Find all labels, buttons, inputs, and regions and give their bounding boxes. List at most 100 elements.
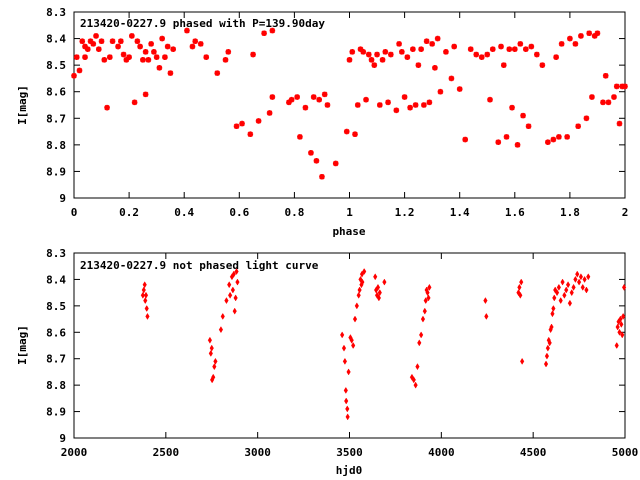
x-tick-label: 0.4: [174, 206, 194, 219]
data-point: [95, 46, 102, 52]
data-point: [208, 349, 213, 357]
data-point: [576, 278, 582, 286]
data-point: [407, 104, 413, 111]
data-point: [534, 51, 540, 58]
data-point: [388, 51, 394, 58]
data-point: [341, 344, 347, 352]
data-point: [342, 357, 347, 365]
y-tick-label: 8.6: [46, 86, 66, 99]
data-point: [354, 102, 361, 108]
x-tick-label: 1.4: [450, 206, 470, 219]
y-tick-label: 8.9: [46, 165, 66, 178]
data-point: [239, 120, 245, 127]
data-point: [203, 54, 210, 60]
data-point: [404, 54, 411, 60]
data-point: [379, 57, 386, 63]
data-point: [564, 286, 569, 294]
data-point: [73, 54, 80, 60]
data-point: [143, 291, 149, 299]
data-point: [600, 99, 606, 106]
data-point: [362, 268, 367, 275]
data-point: [255, 118, 262, 124]
x-axis-label: hjd0: [336, 464, 363, 477]
data-point: [429, 41, 435, 47]
data-point: [520, 112, 526, 119]
y-tick-label: 8.3: [46, 247, 66, 260]
data-point: [266, 110, 273, 116]
data-point: [567, 299, 572, 307]
data-point: [478, 54, 485, 60]
data-point: [297, 134, 303, 140]
data-point: [443, 49, 449, 55]
y-tick-label: 8.4: [46, 33, 66, 46]
data-point: [145, 312, 150, 320]
data-point: [567, 35, 573, 42]
data-point: [544, 352, 550, 360]
data-point: [184, 27, 190, 34]
data-point: [528, 43, 535, 50]
data-point: [419, 331, 424, 339]
data-point: [162, 54, 168, 60]
y-tick-label: 8.4: [46, 273, 66, 286]
x-tick-label: 0.2: [119, 206, 139, 219]
data-point: [550, 310, 555, 318]
data-point: [153, 54, 160, 60]
data-point: [551, 305, 556, 312]
data-point: [269, 94, 276, 100]
x-tick-label: 1: [346, 206, 353, 219]
data-point: [71, 72, 77, 79]
x-tick-label: 0.8: [284, 206, 304, 219]
data-point: [412, 102, 419, 108]
data-point: [351, 342, 356, 349]
data-point: [357, 46, 364, 52]
data-point: [564, 134, 570, 140]
data-point: [583, 115, 590, 122]
data-point: [620, 331, 625, 339]
data-point: [413, 381, 418, 389]
data-point: [340, 331, 345, 339]
data-point: [396, 41, 402, 47]
data-point: [586, 30, 592, 37]
data-point: [118, 38, 124, 45]
data-point: [519, 278, 524, 286]
data-point: [514, 142, 521, 148]
y-tick-label: 8.8: [46, 139, 66, 152]
data-point: [346, 368, 351, 376]
data-point: [483, 297, 488, 305]
data-point: [410, 46, 416, 52]
data-point: [286, 99, 292, 106]
chart-title: 213420-0227.9 phased with P=139.90day: [80, 17, 325, 30]
data-point: [549, 323, 554, 331]
data-point: [224, 297, 229, 305]
data-point: [84, 46, 91, 52]
data-point: [365, 51, 372, 58]
chart-title: 213420-0227.9 not phased light curve: [80, 259, 319, 272]
data-point: [467, 46, 474, 52]
data-point: [354, 302, 359, 310]
data-point: [352, 131, 358, 138]
data-point: [411, 376, 416, 384]
chart-phased: 0 0.2 0.4 0.6 0.8 1 1.2 1.4 1.6 1.8 2 8.3 8.4 8.5 8.6 8…: [16, 6, 628, 238]
data-point: [421, 102, 427, 108]
data-point: [345, 413, 350, 421]
y-tick-label: 8.8: [46, 379, 66, 392]
data-point: [156, 65, 163, 71]
data-point: [602, 72, 609, 79]
x-tick-label: 1.8: [560, 206, 580, 219]
data-point: [131, 99, 138, 106]
data-point: [399, 49, 405, 55]
data-point: [580, 283, 585, 291]
data-point: [120, 51, 127, 58]
y-axis-label: I[mag]: [16, 325, 29, 365]
data-point: [611, 94, 617, 100]
data-point: [222, 57, 229, 63]
data-point: [500, 62, 507, 68]
data-point: [357, 286, 362, 294]
data-point: [621, 283, 627, 291]
data-point: [525, 123, 532, 130]
data-point: [556, 283, 561, 291]
data-point: [426, 294, 431, 302]
data-point: [473, 51, 480, 58]
data-point: [82, 54, 88, 60]
data-point: [261, 30, 267, 37]
